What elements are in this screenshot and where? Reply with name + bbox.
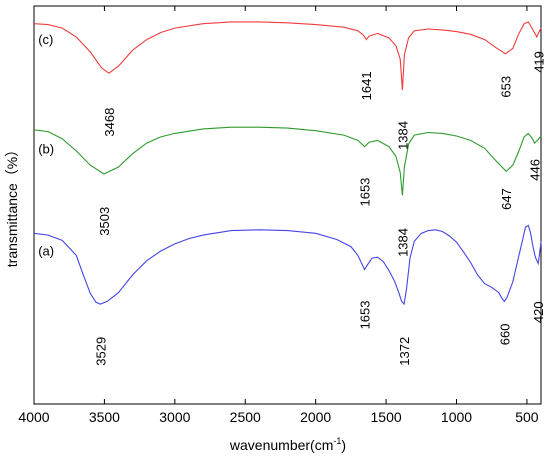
x-tick-label: 4000 — [18, 409, 49, 425]
x-tick-label: 2500 — [230, 409, 261, 425]
peak-label: 660 — [497, 324, 512, 346]
peak-label: 1384 — [395, 121, 410, 150]
curve-label: (c) — [38, 32, 53, 47]
peak-label: 1372 — [397, 337, 412, 366]
series-layer — [33, 21, 542, 306]
peak-label: 3468 — [102, 108, 117, 137]
peak-label: 1384 — [395, 228, 410, 257]
peak-label: 3529 — [93, 337, 108, 366]
x-tick-label: 2000 — [300, 409, 331, 425]
curve-label: (b) — [38, 142, 54, 157]
series-line-c — [33, 21, 542, 91]
series-line-a — [33, 224, 542, 306]
y-axis-title: transmittance（%） — [4, 143, 20, 267]
x-tick-label: 3500 — [89, 409, 120, 425]
peak-label: 1641 — [359, 71, 374, 100]
x-axis-title: wavenumber(cm-1) — [229, 436, 346, 453]
peak-label: 647 — [499, 188, 514, 210]
x-tick-label: 1500 — [371, 409, 402, 425]
peak-label: 1653 — [358, 301, 373, 330]
x-tick-label: 500 — [515, 409, 539, 425]
peak-label: 1653 — [358, 178, 373, 207]
x-tick-label: 3000 — [159, 409, 190, 425]
curve-label: (a) — [38, 243, 54, 258]
peak-label: 419 — [531, 51, 546, 73]
peak-label: 653 — [498, 76, 513, 98]
peak-label: 446 — [528, 159, 543, 181]
plot-frame — [33, 5, 542, 405]
x-axis-ticks: 4000 3500 3000 2500 2000 1500 1000 500 — [18, 6, 539, 425]
peak-labels: 3468 1641 1384 653 419 3503 1653 1384 647 446 3529… — [93, 51, 546, 366]
curve-labels: (c) (b) (a) — [38, 32, 54, 258]
x-tick-label: 1000 — [441, 409, 472, 425]
series-line-b — [33, 126, 542, 196]
peak-label: 3503 — [97, 207, 112, 236]
peak-label: 420 — [531, 301, 546, 323]
